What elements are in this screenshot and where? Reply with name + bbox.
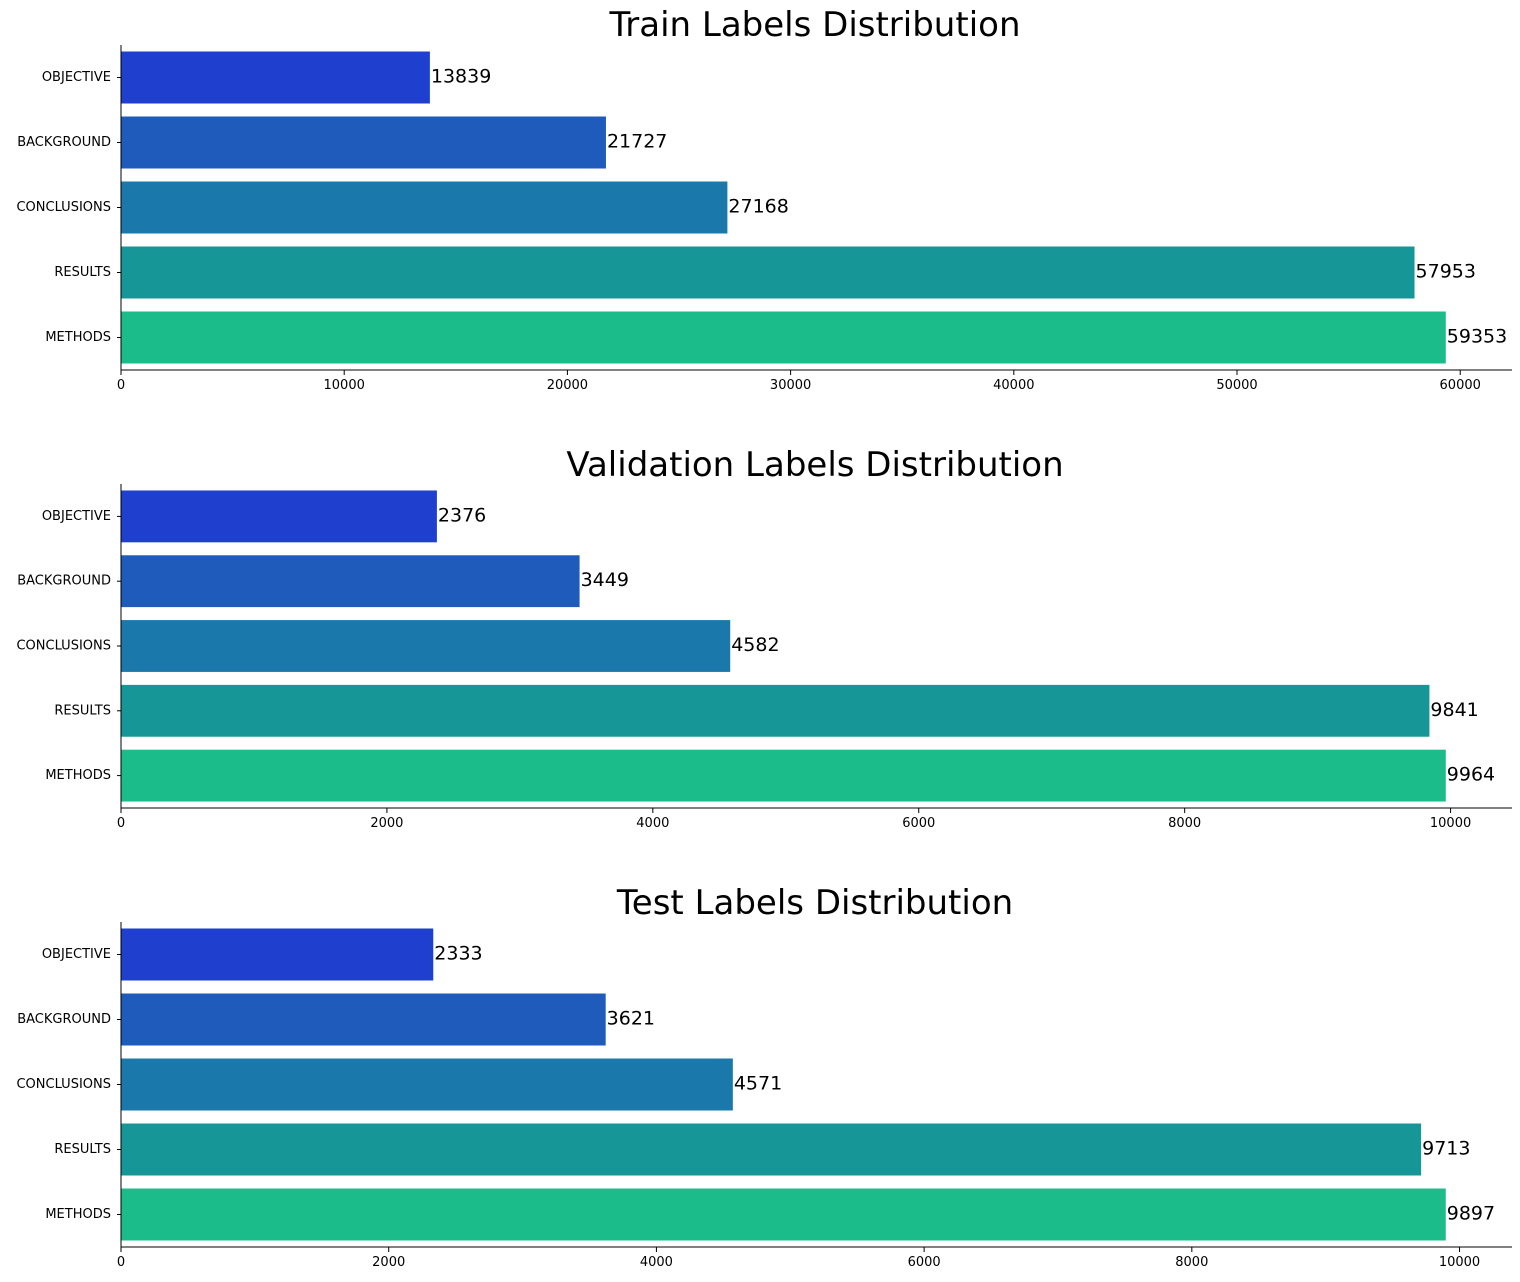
bar-methods xyxy=(121,311,1446,364)
bar-value-label: 9964 xyxy=(1447,764,1495,786)
bar-value-label: 59353 xyxy=(1447,326,1507,348)
bar-value-label: 9841 xyxy=(1430,699,1478,721)
chart-title: Test Labels Distribution xyxy=(616,883,1013,923)
bar-value-label: 57953 xyxy=(1416,261,1476,283)
x-tick-label: 4000 xyxy=(640,1255,673,1270)
bar-value-label: 2376 xyxy=(438,504,486,526)
category-label: OBJECTIVE xyxy=(42,947,111,962)
category-label: METHODS xyxy=(45,768,111,783)
bar-methods xyxy=(121,749,1446,802)
bar-objective xyxy=(121,928,434,981)
bar-results xyxy=(121,1123,1422,1176)
bar-conclusions xyxy=(121,181,728,234)
x-tick-label: 20000 xyxy=(547,378,588,393)
bar-background xyxy=(121,993,606,1046)
bar-value-label: 3621 xyxy=(607,1008,655,1030)
category-label: CONCLUSIONS xyxy=(16,1077,111,1092)
bar-value-label: 4582 xyxy=(731,634,779,656)
category-label: METHODS xyxy=(45,1207,111,1222)
category-label: BACKGROUND xyxy=(17,135,111,150)
category-label: OBJECTIVE xyxy=(42,70,111,85)
x-tick-label: 10000 xyxy=(324,378,365,393)
category-label: OBJECTIVE xyxy=(42,509,111,524)
x-tick-label: 0 xyxy=(117,1255,125,1270)
bar-value-label: 4571 xyxy=(734,1073,782,1095)
bar-value-label: 21727 xyxy=(607,131,667,153)
bar-results xyxy=(121,684,1430,737)
chart-panel: Test Labels Distribution OBJECTIVE 2333 BAC… xyxy=(16,883,1512,1270)
bar-value-label: 3449 xyxy=(581,569,629,591)
bar-value-label: 27168 xyxy=(728,196,788,218)
chart-title: Validation Labels Distribution xyxy=(566,445,1063,485)
x-tick-label: 30000 xyxy=(770,378,811,393)
category-label: CONCLUSIONS xyxy=(16,200,111,215)
chart-panel: Validation Labels Distribution OBJECTIVE 2… xyxy=(16,445,1512,831)
x-tick-label: 2000 xyxy=(370,816,403,831)
chart-title: Train Labels Distribution xyxy=(609,5,1021,45)
x-tick-label: 10000 xyxy=(1430,816,1471,831)
x-tick-label: 40000 xyxy=(993,378,1034,393)
bar-value-label: 13839 xyxy=(431,66,491,88)
bar-background xyxy=(121,555,580,608)
category-label: RESULTS xyxy=(54,703,111,718)
bar-methods xyxy=(121,1188,1446,1241)
bar-value-label: 9897 xyxy=(1447,1203,1495,1225)
x-tick-label: 4000 xyxy=(636,816,669,831)
bar-background xyxy=(121,116,606,169)
x-tick-label: 8000 xyxy=(1168,816,1201,831)
category-label: BACKGROUND xyxy=(17,1012,111,1027)
category-label: CONCLUSIONS xyxy=(16,639,111,654)
x-tick-label: 8000 xyxy=(1175,1255,1208,1270)
bar-conclusions xyxy=(121,1058,733,1111)
bar-conclusions xyxy=(121,620,731,672)
bar-results xyxy=(121,246,1415,299)
x-tick-label: 10000 xyxy=(1439,1255,1480,1270)
bar-objective xyxy=(121,51,430,104)
x-tick-label: 50000 xyxy=(1216,378,1257,393)
x-tick-label: 0 xyxy=(117,816,125,831)
category-label: BACKGROUND xyxy=(17,574,111,589)
bar-objective xyxy=(121,490,437,543)
chart-panel: Train Labels Distribution OBJECTIVE 13839 B… xyxy=(16,5,1512,393)
category-label: RESULTS xyxy=(54,265,111,280)
category-label: RESULTS xyxy=(54,1142,111,1157)
x-tick-label: 60000 xyxy=(1440,378,1481,393)
x-tick-label: 6000 xyxy=(902,816,935,831)
x-tick-label: 6000 xyxy=(908,1255,941,1270)
category-label: METHODS xyxy=(45,330,111,345)
bar-value-label: 2333 xyxy=(434,943,482,965)
x-tick-label: 0 xyxy=(117,378,125,393)
bar-value-label: 9713 xyxy=(1422,1138,1470,1160)
x-tick-label: 2000 xyxy=(372,1255,405,1270)
